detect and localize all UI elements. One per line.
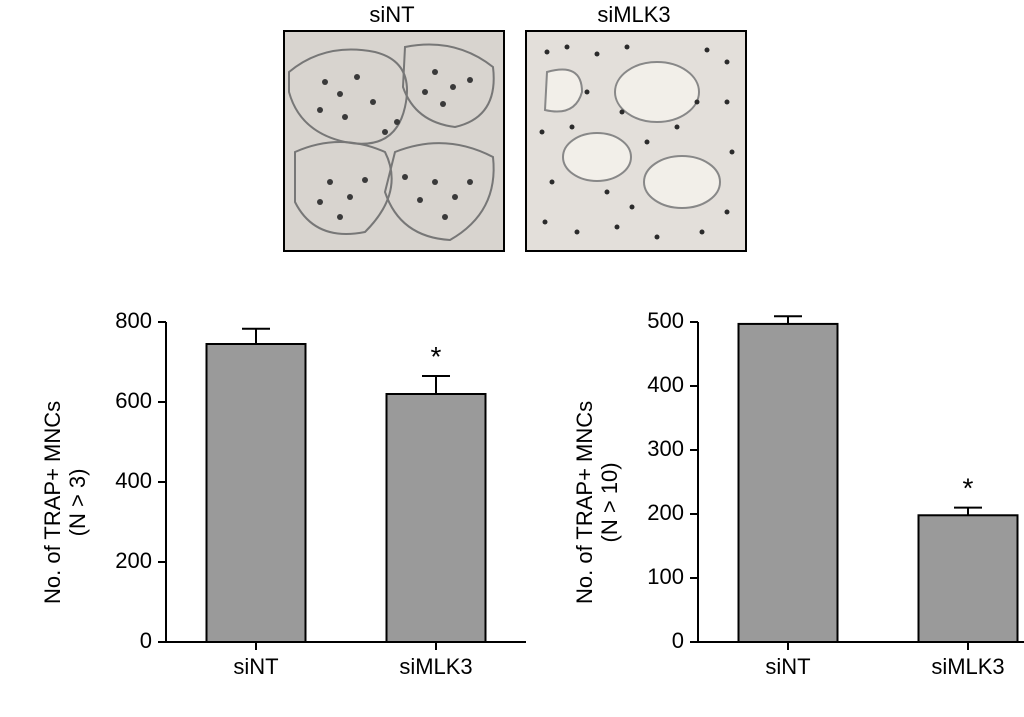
- svg-text:200: 200: [115, 548, 152, 573]
- svg-text:siMLK3: siMLK3: [931, 654, 1004, 679]
- svg-text:*: *: [431, 341, 442, 372]
- svg-text:100: 100: [647, 564, 684, 589]
- svg-text:400: 400: [647, 372, 684, 397]
- y-axis-label: No. of TRAP+ MNCs(N > 10): [572, 400, 623, 603]
- micrograph-label-siMLK3: siMLK3: [525, 2, 743, 28]
- svg-text:500: 500: [647, 308, 684, 333]
- micrograph-siMLK3: [525, 30, 747, 252]
- svg-text:siNT: siNT: [233, 654, 278, 679]
- micrograph-siNT: [283, 30, 505, 252]
- svg-text:600: 600: [115, 388, 152, 413]
- svg-text:200: 200: [647, 500, 684, 525]
- svg-text:800: 800: [115, 308, 152, 333]
- svg-text:siNT: siNT: [765, 654, 810, 679]
- y-axis-label: No. of TRAP+ MNCs(N > 3): [40, 400, 91, 603]
- svg-text:0: 0: [672, 628, 684, 653]
- svg-text:siMLK3: siMLK3: [399, 654, 472, 679]
- svg-text:*: *: [963, 473, 974, 504]
- svg-text:0: 0: [140, 628, 152, 653]
- figure-root: siNT siMLK3: [0, 0, 1024, 717]
- svg-text:400: 400: [115, 468, 152, 493]
- chart-n3: No. of TRAP+ MNCs(N > 3)0200400600800siN…: [40, 312, 510, 712]
- svg-text:300: 300: [647, 436, 684, 461]
- micrograph-label-siNT: siNT: [283, 2, 501, 28]
- chart-n10: No. of TRAP+ MNCs(N > 10)010020030040050…: [572, 312, 1024, 712]
